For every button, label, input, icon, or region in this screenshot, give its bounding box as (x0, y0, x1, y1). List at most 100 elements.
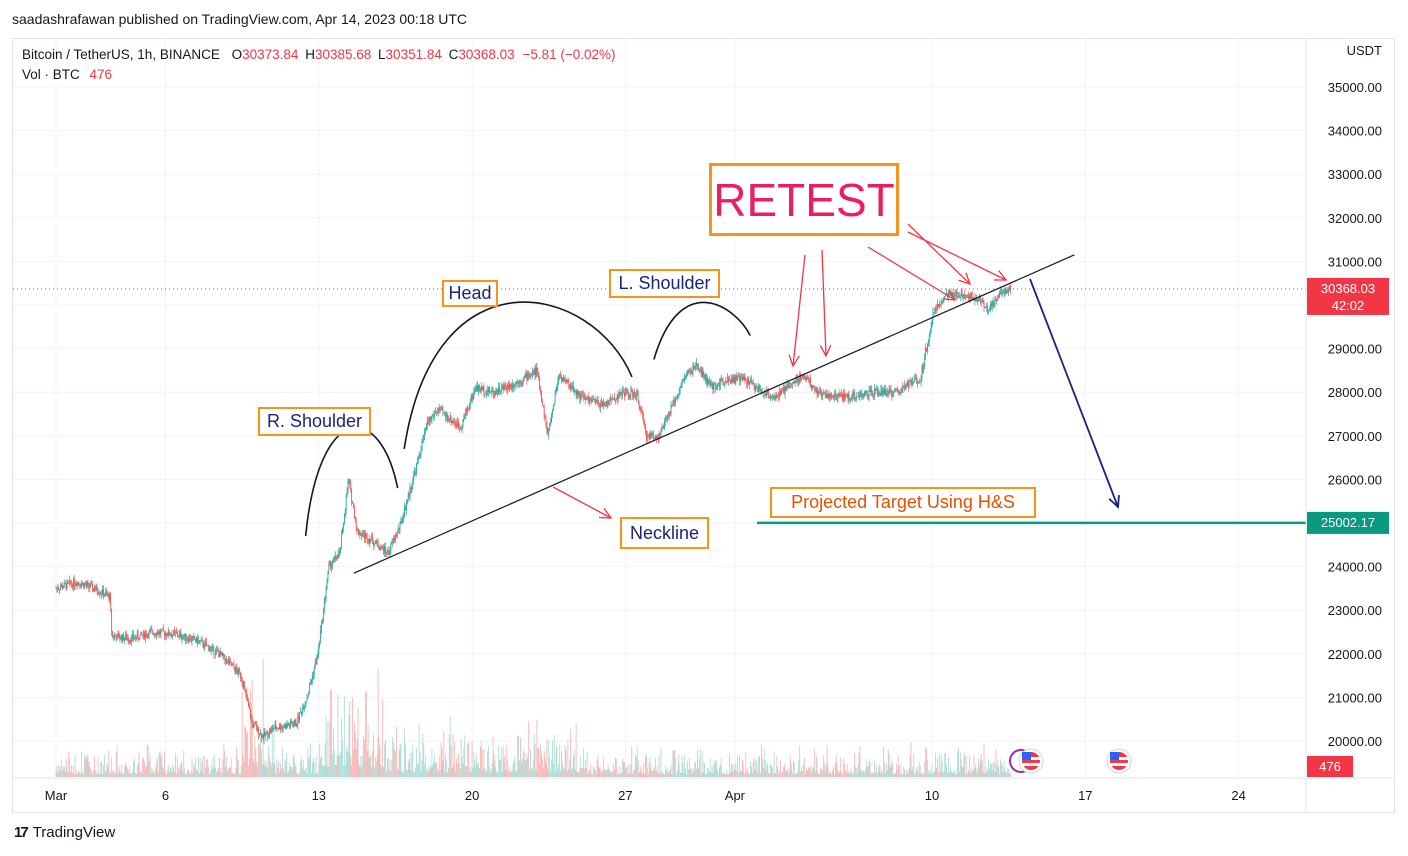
candle-body (526, 373, 528, 381)
volume-bar (890, 767, 892, 777)
volume-bar (582, 768, 583, 777)
volume-bar (271, 725, 273, 777)
volume-bar (72, 772, 73, 777)
volume-bar (881, 770, 883, 777)
candle-body (92, 583, 93, 591)
volume-bar (520, 763, 522, 777)
candle-body (228, 660, 230, 664)
candle-body (682, 380, 684, 383)
candle-body (829, 394, 831, 399)
candle-body (861, 392, 863, 398)
volume-bar (231, 772, 233, 777)
candle-body (700, 370, 702, 375)
candle-body (890, 388, 892, 393)
candle-body (970, 292, 972, 299)
volume-bar (253, 762, 255, 777)
volume-bar (641, 770, 643, 777)
candle-body (934, 307, 936, 313)
volume-bar (901, 774, 903, 777)
volume-bar (400, 744, 402, 777)
candle-body (855, 396, 857, 400)
volume-bar (395, 726, 397, 777)
volume-bar (560, 771, 562, 777)
volume-bar (669, 768, 671, 777)
volume-bar (873, 772, 874, 777)
volume-bar (347, 751, 349, 777)
candle-body (635, 393, 637, 400)
candle-body (538, 374, 540, 378)
candle-body (190, 640, 192, 642)
candle-body (306, 698, 308, 702)
volume-bar (342, 740, 343, 777)
candle-body (911, 382, 913, 386)
candle-body (471, 396, 473, 399)
candle-body (291, 723, 293, 726)
volume-bar (597, 754, 599, 777)
volume-bar (716, 761, 718, 777)
candle-body (725, 380, 727, 382)
volume-bar (1009, 773, 1010, 777)
candle-body (318, 644, 320, 655)
candle-body (910, 380, 912, 386)
candle-body (334, 555, 336, 559)
candle-body (423, 435, 425, 441)
candle-body (498, 387, 499, 394)
volume-bar (829, 770, 831, 777)
volume-bar (115, 752, 117, 777)
volume-bar (776, 755, 778, 777)
retest-arrow (792, 254, 806, 367)
candle-body (405, 507, 406, 511)
legend-volume-label[interactable]: Vol · BTC (22, 67, 80, 82)
candle-body (629, 395, 631, 398)
candle-body (130, 640, 132, 643)
volume-bar (919, 765, 921, 777)
volume-bar (55, 770, 57, 777)
volume-bar (173, 767, 175, 777)
volume-bar (57, 772, 59, 777)
volume-bar (577, 772, 579, 777)
candle-body (808, 379, 810, 383)
volume-bar (74, 754, 76, 777)
candle-body (753, 383, 755, 386)
candle-body (928, 336, 930, 343)
candle-body (445, 412, 447, 418)
volume-bar (79, 773, 81, 777)
candle-body (908, 381, 910, 387)
volume-bar (205, 768, 207, 777)
tradingview-logo[interactable]: 17 TradingView (14, 824, 115, 841)
candle-body (941, 302, 943, 304)
volume-bar (652, 770, 654, 777)
volume-bar (213, 767, 215, 777)
candle-body (795, 377, 797, 383)
grid (13, 39, 1306, 777)
volume-bar (361, 766, 363, 777)
candle-body (385, 552, 387, 554)
volume-bar (456, 758, 457, 777)
candle-body (557, 381, 559, 386)
legend-symbol[interactable]: Bitcoin / TetherUS, 1h, BINANCE (22, 47, 220, 62)
volume-bar (798, 759, 800, 777)
candle-body (687, 372, 688, 376)
candle-body (781, 390, 782, 395)
volume-bar (882, 773, 884, 777)
candle-body (769, 395, 770, 398)
volume-bar (940, 754, 942, 777)
candle-body (631, 390, 633, 392)
retest-arrow (867, 246, 956, 301)
candle-body (461, 425, 463, 429)
volume-bar (62, 766, 64, 777)
volume-bar (134, 772, 136, 777)
candle-body (904, 385, 906, 390)
candle-body (792, 382, 794, 384)
volume-bar (854, 766, 856, 777)
candle-body (171, 634, 173, 637)
volume-bar (884, 762, 885, 777)
candle-body (84, 583, 86, 585)
volume-bar (141, 772, 143, 777)
candle-body (417, 455, 419, 462)
y-tick-label: 32000.00 (1328, 211, 1382, 226)
volume-bar (232, 772, 234, 777)
candle-body (564, 378, 566, 380)
candle-body (303, 706, 305, 710)
